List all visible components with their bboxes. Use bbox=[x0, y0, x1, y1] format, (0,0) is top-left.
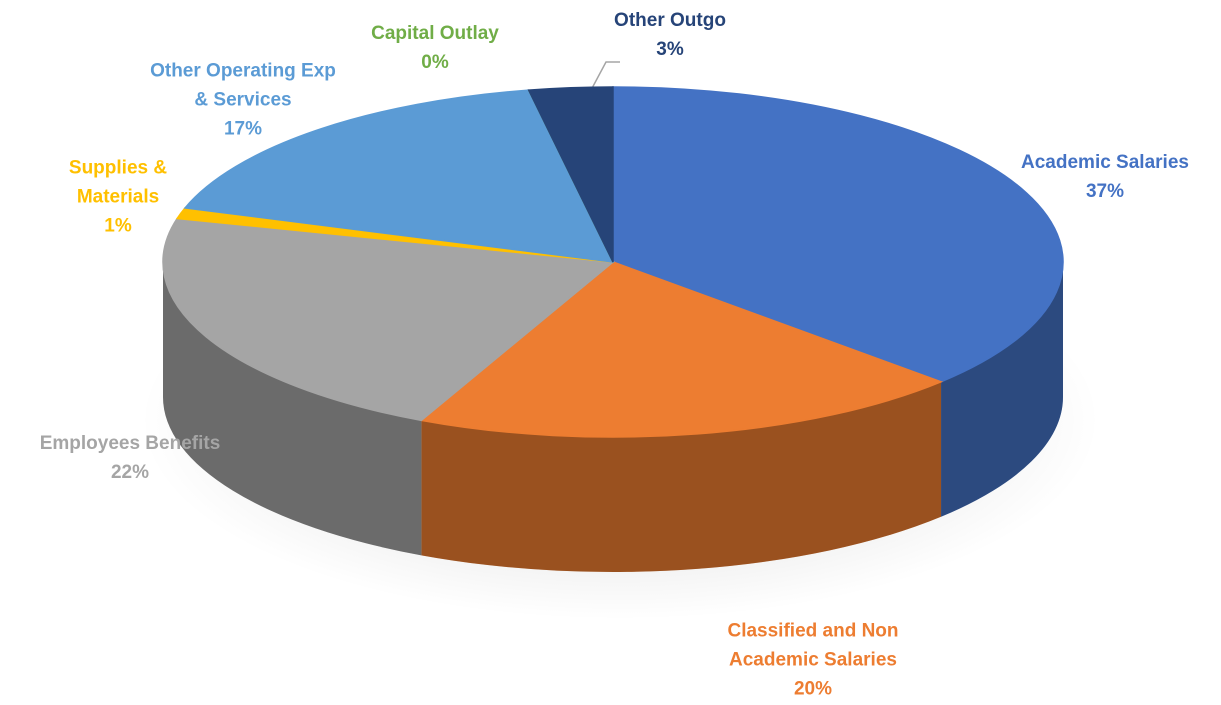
label-value: 3% bbox=[656, 39, 684, 60]
data-label: Other Outgo 3% bbox=[570, 6, 770, 64]
label-value: 22% bbox=[110, 462, 150, 483]
label-value: 37% bbox=[1085, 181, 1125, 202]
label-name: Supplies & Materials bbox=[68, 157, 168, 208]
data-label: Other Operating Exp & Services 17% bbox=[143, 57, 343, 144]
data-label: Academic Salaries 37% bbox=[985, 148, 1221, 206]
data-label: Classified and Non Academic Salaries 20% bbox=[698, 617, 928, 704]
leader-line bbox=[589, 61, 620, 93]
label-value: 17% bbox=[223, 118, 263, 140]
slice-side bbox=[421, 381, 942, 572]
label-name: Other Operating Exp & Services bbox=[150, 60, 336, 111]
slice bbox=[162, 217, 615, 422]
slice bbox=[183, 89, 615, 263]
slice-side-shade bbox=[421, 381, 942, 572]
label-value: 20% bbox=[793, 678, 833, 700]
data-label: Capital Outlay 0% bbox=[335, 19, 535, 77]
slice-side-shade bbox=[163, 262, 422, 556]
label-value: 1% bbox=[104, 215, 132, 237]
label-name: Classified and Non Academic Salaries bbox=[727, 620, 899, 671]
label-name: Capital Outlay bbox=[371, 23, 499, 44]
label-name: Other Outgo bbox=[614, 10, 726, 31]
slice bbox=[612, 86, 1064, 383]
data-label: Employees Benefits 22% bbox=[0, 429, 265, 487]
label-name: Academic Salaries bbox=[1021, 152, 1189, 173]
label-name: Employees Benefits bbox=[39, 433, 221, 454]
label-value: 0% bbox=[421, 52, 449, 73]
slice bbox=[527, 86, 614, 263]
slice bbox=[419, 261, 944, 438]
slice-side bbox=[163, 262, 422, 556]
data-label: Supplies & Materials 1% bbox=[53, 154, 183, 241]
